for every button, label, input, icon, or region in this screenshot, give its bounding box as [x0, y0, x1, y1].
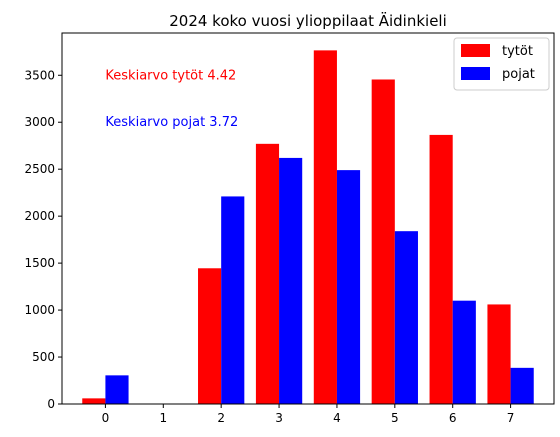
bar-tytot-0: [82, 398, 106, 404]
bar-pojat-0: [105, 375, 129, 404]
bar-tytot-2: [198, 268, 222, 404]
bar-tytot-3: [255, 143, 280, 404]
y-tick-label-3500: 3500: [24, 68, 55, 82]
y-tick-label-500: 500: [32, 350, 55, 364]
bar-pojat-6: [452, 300, 476, 404]
x-tick-label-2: 2: [217, 411, 225, 425]
y-tick-label-2000: 2000: [24, 209, 55, 223]
legend-swatch-tytot: [461, 44, 490, 57]
x-tick-label-4: 4: [333, 411, 341, 425]
bar-tytot-4: [313, 50, 337, 405]
bar-tytot-7: [487, 304, 511, 404]
legend-swatch-pojat: [461, 67, 490, 80]
y-tick-label-1500: 1500: [24, 256, 55, 270]
bar-pojat-7: [510, 367, 534, 404]
legend-label-tytot: tytöt: [502, 44, 533, 59]
bar-pojat-5: [394, 231, 418, 404]
x-tick-label-5: 5: [391, 411, 399, 425]
y-axis: 0 500 1000 1500 2000 2500 3000 3500: [24, 68, 62, 411]
bar-pojat-4: [336, 170, 361, 404]
annotation-1: Keskiarvo pojat 3.72: [105, 115, 238, 130]
annotation-0: Keskiarvo tytöt 4.42: [105, 68, 236, 83]
legend-label-pojat: pojat: [502, 67, 535, 82]
bars-layer: [82, 50, 534, 405]
plot-frame: [61, 32, 555, 405]
bar-tytot-5: [371, 79, 395, 405]
x-tick-label-1: 1: [159, 411, 167, 425]
y-tick-label-0: 0: [47, 397, 55, 411]
legend: tytöt pojat: [453, 37, 550, 91]
chart-title: 2024 koko vuosi ylioppilaat Äidinkieli: [169, 11, 447, 30]
x-tick-label-0: 0: [102, 411, 110, 425]
x-tick-label-6: 6: [449, 411, 457, 425]
y-tick-label-3000: 3000: [24, 115, 55, 129]
x-tick-label-3: 3: [275, 411, 283, 425]
bar-pojat-2: [221, 196, 245, 404]
y-tick-label-1000: 1000: [24, 303, 55, 317]
bar-tytot-6: [429, 134, 453, 404]
y-tick-label-2500: 2500: [24, 162, 55, 176]
x-tick-label-7: 7: [507, 411, 515, 425]
annotations-layer: Keskiarvo tytöt 4.42 Keskiarvo pojat 3.72: [105, 68, 238, 130]
x-axis: 0 1 2 3 4 5 6 7: [102, 404, 515, 425]
bar-pojat-3: [279, 157, 303, 404]
